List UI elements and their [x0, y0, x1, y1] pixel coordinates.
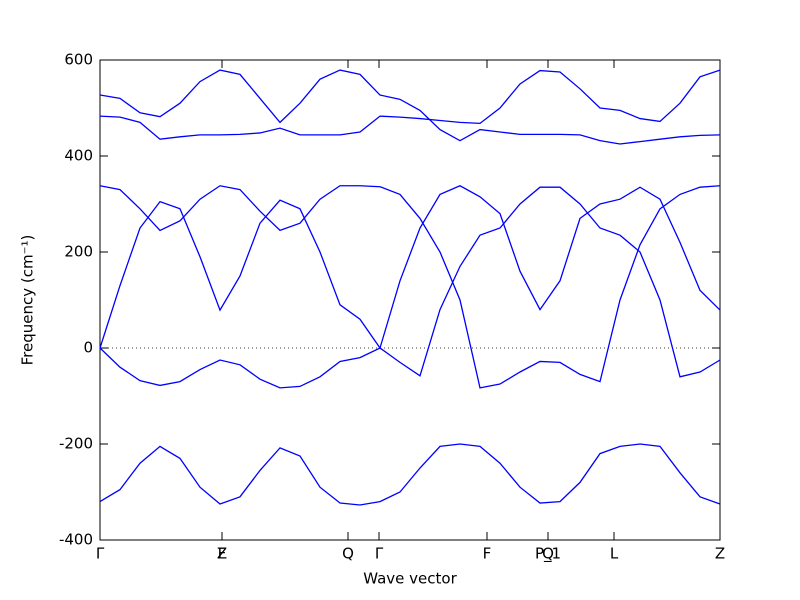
x-tick-label: P_1: [535, 545, 561, 564]
band-line: [99, 185, 721, 350]
band-line: [99, 69, 721, 145]
y-tick-label: 200: [64, 243, 93, 261]
x-tick-label: Γ: [96, 545, 105, 563]
plot-frame: [99, 59, 721, 541]
y-tick-label: -400: [59, 531, 93, 549]
band-line: [99, 186, 721, 389]
x-tick-label: Q: [542, 545, 554, 563]
x-tick-label: Z: [715, 545, 725, 563]
x-tick-label: Z: [217, 545, 227, 563]
x-tick-label: Q: [342, 545, 354, 563]
band-line: [99, 443, 721, 506]
band-line: [99, 69, 721, 140]
y-tick-label: -200: [59, 435, 93, 453]
y-axis-label: Frequency (cm⁻¹): [19, 235, 37, 366]
y-tick-label: 400: [64, 147, 93, 165]
y-tick-label: 600: [64, 51, 93, 69]
y-tick-label: 0: [83, 339, 93, 357]
x-tick-label: L: [610, 545, 619, 563]
band-line: [99, 185, 721, 389]
x-axis-label: Wave vector: [363, 570, 457, 588]
x-tick-label: F: [218, 545, 227, 563]
x-tick-label: F: [483, 545, 492, 563]
x-tick-label: Γ: [375, 545, 384, 563]
